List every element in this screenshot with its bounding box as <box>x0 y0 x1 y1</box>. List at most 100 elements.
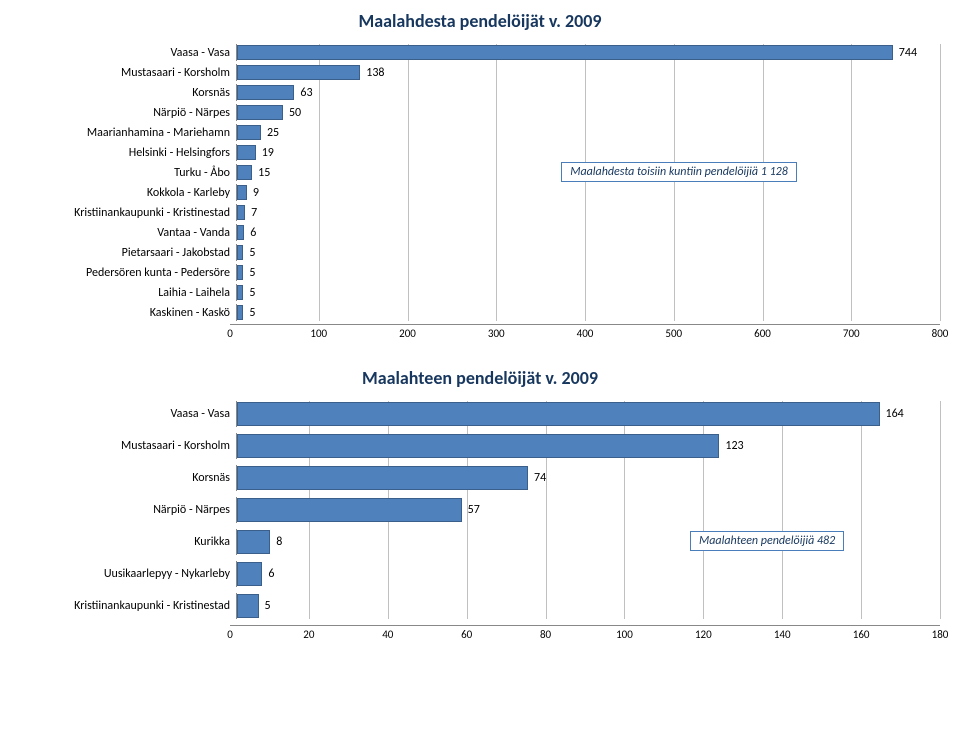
gridline <box>940 44 941 321</box>
bar-fill <box>237 145 256 160</box>
bar-row: Vantaa - Vanda 6 <box>20 224 940 241</box>
chart2-annotation: Maalahteen pendelöijiä 482 <box>690 531 844 551</box>
x-tick: 20 <box>303 628 314 641</box>
x-tick: 600 <box>754 327 771 340</box>
bar-fill <box>237 165 252 180</box>
bar-fill <box>237 45 893 60</box>
bar-track: 5 <box>236 284 940 301</box>
bar-label: Vaasa - Vasa <box>20 46 236 60</box>
bar-value: 74 <box>530 471 546 485</box>
x-tick: 500 <box>665 327 682 340</box>
bar-value: 15 <box>254 166 270 180</box>
bar-track: 57 <box>236 497 940 523</box>
bar-row: Korsnäs63 <box>20 84 940 101</box>
bar-label: Helsinki - Helsingfors <box>20 146 236 160</box>
bar-track: 164 <box>236 401 940 427</box>
bar-label: Vaasa - Vasa <box>20 407 236 421</box>
bar-row: Uusikaarlepyy - Nykarleby 6 <box>20 561 940 587</box>
bar-value: 9 <box>249 186 259 200</box>
chart2-annotation-text: Maalahteen pendelöijiä 482 <box>699 534 835 548</box>
bar-fill <box>237 594 259 618</box>
bar-label: Kurikka <box>20 535 236 549</box>
bar-row: Korsnäs74 <box>20 465 940 491</box>
bar-fill <box>237 85 294 100</box>
x-tick: 400 <box>577 327 594 340</box>
bar-fill <box>237 530 270 554</box>
chart1-annotation-text: Maalahdesta toisiin kuntiin pendelöijiä … <box>570 165 788 179</box>
x-tick: 120 <box>695 628 712 641</box>
bar-row: Helsinki - Helsingfors 19 <box>20 144 940 161</box>
bar-value: 8 <box>272 535 282 549</box>
bar-value: 19 <box>258 146 274 160</box>
bar-fill <box>237 498 462 522</box>
bar-track: 5 <box>236 244 940 261</box>
bar-label: Vantaa - Vanda <box>20 226 236 240</box>
x-tick: 180 <box>932 628 949 641</box>
bar-value: 63 <box>296 86 312 100</box>
bar-label: Pietarsaari - Jakobstad <box>20 246 236 260</box>
bar-fill <box>237 466 528 490</box>
bar-row: Kaskinen - Kaskö5 <box>20 304 940 321</box>
bar-row: Kristiinankaupunki - Kristinestad5 <box>20 593 940 619</box>
bar-row: Kokkola - Karleby 9 <box>20 184 940 201</box>
chart2-title: Maalahteen pendelöijät v. 2009 <box>20 367 940 389</box>
bar-row: Vaasa - Vasa164 <box>20 401 940 427</box>
bar-track: 9 <box>236 184 940 201</box>
x-tick: 160 <box>853 628 870 641</box>
bar-row: Turku - Åbo15 <box>20 164 940 181</box>
chart-maalahteen: Maalahteen pendelöijät v. 2009 Vaasa - V… <box>20 367 940 644</box>
bar-track: 25 <box>236 124 940 141</box>
bar-value: 7 <box>247 206 257 220</box>
bar-track: 123 <box>236 433 940 459</box>
x-tick: 80 <box>540 628 551 641</box>
bar-value: 6 <box>246 226 256 240</box>
bar-track: 74 <box>236 465 940 491</box>
x-tick: 700 <box>843 327 860 340</box>
bar-label: Laihia - Laihela <box>20 286 236 300</box>
bar-label: Mustasaari - Korsholm <box>20 439 236 453</box>
bar-value: 5 <box>245 306 255 320</box>
x-tick: 0 <box>227 327 233 340</box>
x-tick: 300 <box>488 327 505 340</box>
bar-track: 7 <box>236 204 940 221</box>
chart-maalahdesta: Maalahdesta pendelöijät v. 2009 Vaasa - … <box>20 10 940 343</box>
x-tick: 40 <box>382 628 393 641</box>
bar-value: 50 <box>285 106 301 120</box>
bar-fill <box>237 305 243 320</box>
bar-label: Mustasaari - Korsholm <box>20 66 236 80</box>
bar-fill <box>237 434 719 458</box>
bar-track: 6 <box>236 224 940 241</box>
x-tick: 60 <box>461 628 472 641</box>
bar-label: Uusikaarlepyy - Nykarleby <box>20 567 236 581</box>
bar-label: Kristiinankaupunki - Kristinestad <box>20 206 236 220</box>
bar-track: 5 <box>236 304 940 321</box>
bar-value: 744 <box>895 46 917 60</box>
bar-track: 19 <box>236 144 940 161</box>
chart1-title: Maalahdesta pendelöijät v. 2009 <box>20 10 940 32</box>
bar-label: Närpiö - Närpes <box>20 106 236 120</box>
chart2-area: Vaasa - Vasa164Mustasaari - Korsholm123K… <box>20 401 940 619</box>
bar-fill <box>237 562 262 586</box>
bar-value: 57 <box>464 503 480 517</box>
bar-row: Mustasaari - Korsholm 123 <box>20 433 940 459</box>
bar-fill <box>237 245 243 260</box>
x-tick: 100 <box>310 327 327 340</box>
bar-fill <box>237 285 243 300</box>
bar-row: Maarianhamina - Mariehamn25 <box>20 124 940 141</box>
bar-value: 5 <box>245 246 255 260</box>
bar-row: Laihia - Laihela 5 <box>20 284 940 301</box>
bar-value: 5 <box>245 286 255 300</box>
bar-track: 6 <box>236 561 940 587</box>
bar-value: 6 <box>264 567 274 581</box>
bar-value: 25 <box>263 126 279 140</box>
bar-label: Kokkola - Karleby <box>20 186 236 200</box>
x-tick: 140 <box>774 628 791 641</box>
bar-fill <box>237 125 261 140</box>
bar-value: 123 <box>721 439 743 453</box>
x-tick: 0 <box>227 628 233 641</box>
chart1-area: Vaasa - Vasa744Mustasaari - Korsholm138K… <box>20 44 940 321</box>
chart1-annotation: Maalahdesta toisiin kuntiin pendelöijiä … <box>561 162 797 182</box>
bar-row: Vaasa - Vasa 744 <box>20 44 940 61</box>
bar-track: 63 <box>236 84 940 101</box>
bar-value: 5 <box>245 266 255 280</box>
